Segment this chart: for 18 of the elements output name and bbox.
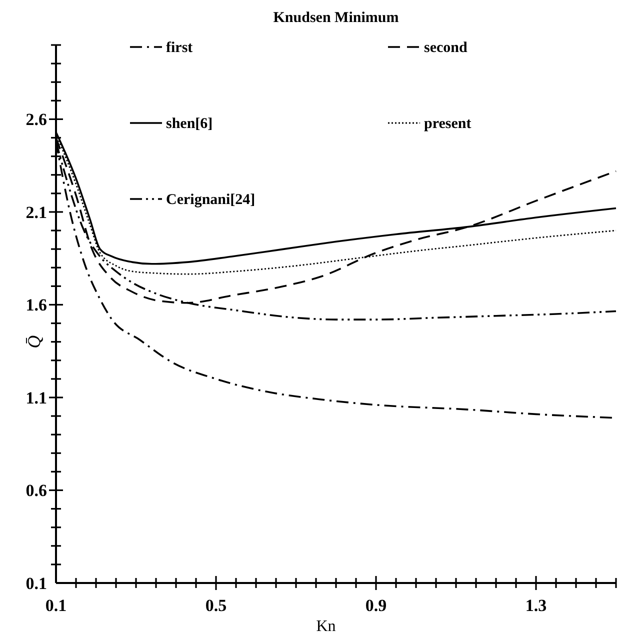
y-tick-label: 1.6 [26, 296, 47, 315]
y-tick-label: 0.6 [26, 481, 47, 500]
chart-title: Knudsen Minimum [273, 10, 400, 26]
legend-label: first [166, 40, 193, 56]
x-tick-label: 0.5 [205, 596, 227, 615]
x-tick-label: 0.9 [365, 596, 387, 615]
y-axis-title: Q̄ [24, 335, 44, 348]
legend-label: Cerignani[24] [166, 192, 256, 208]
y-tick-label: 1.1 [26, 388, 47, 408]
y-tick-label: 0.1 [26, 574, 47, 593]
x-axis-title: Kn [316, 618, 336, 635]
legend-label: present [424, 116, 472, 132]
x-tick-label: 0.1 [45, 596, 67, 615]
y-tick-label: 2.6 [26, 110, 47, 130]
x-tick-label: 1.3 [525, 596, 547, 615]
y-tick-label: 2.1 [26, 202, 47, 222]
legend-label: shen[6] [166, 116, 213, 132]
legend-label: second [424, 40, 468, 56]
